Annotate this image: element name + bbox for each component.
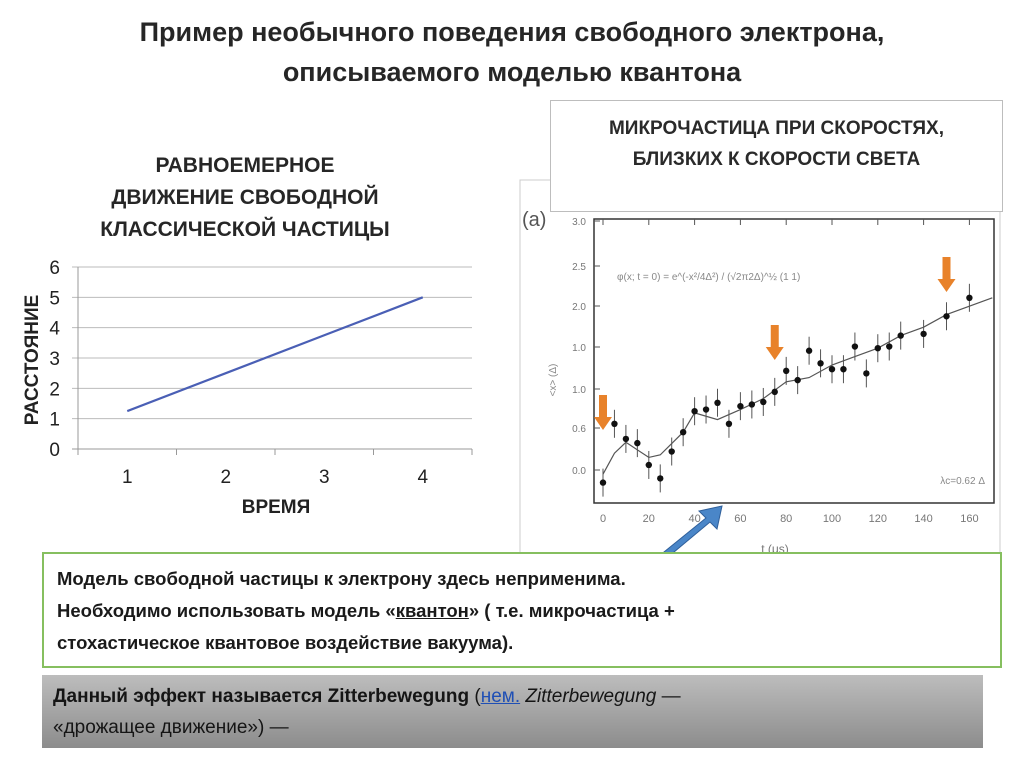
distance-time-chart: 0 1 2 3 4 5 6 1 2 3 4 ВРЕМЯ РАССТОЯНИЕ (22, 258, 473, 518)
title-line: Пример необычного поведения свободного э… (139, 17, 885, 47)
data-point (805, 347, 813, 354)
conclusion-line: Необходимо использовать модель «квантон»… (57, 595, 1000, 627)
conclusion-box: Модель свободной частицы к электрону зде… (42, 552, 1002, 668)
quanton-term: квантон (395, 600, 469, 621)
y-tick-label: 0 (49, 440, 60, 461)
data-point (943, 313, 950, 320)
data-point (897, 332, 904, 339)
y-tick-label: 0.6 (572, 424, 586, 435)
conclusion-line: Модель свободной частицы к электрону зде… (57, 568, 626, 589)
data-point (840, 366, 847, 373)
y-tick-label: 1 (49, 410, 60, 431)
y-axis-label: <x> (Δ) (548, 364, 559, 397)
chart-title-line: КЛАССИЧЕСКОЙ ЧАСТИЦЫ (100, 218, 390, 241)
data-point (760, 398, 767, 406)
data-point (863, 370, 870, 377)
data-point (920, 330, 927, 338)
data-point (817, 360, 824, 367)
series-line (126, 296, 424, 413)
data-point (737, 402, 744, 410)
data-point (599, 479, 607, 486)
x-tick-label: 140 (914, 513, 932, 525)
x-tick-label: 120 (869, 513, 887, 525)
data-point (748, 401, 756, 408)
data-point (851, 343, 859, 350)
data-point (794, 376, 801, 384)
y-tick-label: 3 (49, 349, 60, 370)
german-link[interactable]: нем. (480, 686, 521, 707)
y-tick-label: 2 (49, 379, 60, 400)
translation: «дрожащее движение») — (53, 717, 289, 738)
chart-title-line: ДВИЖЕНИЕ СВОБОДНОЙ (111, 186, 379, 209)
down-arrow-icon (937, 257, 956, 292)
x-tick-label: 4 (417, 467, 428, 488)
x-tick-label: 1 (122, 467, 133, 488)
y-tick-label: 2.5 (572, 262, 586, 273)
data-point (771, 388, 778, 396)
caption-line: БЛИЗКИХ К СКОРОСТИ СВЕТА (632, 149, 921, 170)
data-point (691, 408, 698, 415)
conclusion-line: стохастическое квантовое воздействие вак… (57, 632, 514, 653)
effect-note-box: Данный эффект называется Zitterbewegung … (42, 675, 983, 748)
y-tick-label: 1.0 (572, 343, 586, 354)
text: » ( т.е. микрочастица + (468, 600, 675, 621)
data-point (611, 420, 618, 427)
x-tick-label: 80 (780, 513, 792, 525)
y-tick-label: 5 (49, 288, 60, 309)
annotation: λc=0.62 Δ (940, 476, 985, 487)
text: Необходимо использовать модель « (57, 600, 396, 621)
pointer-arrow-icon (663, 505, 723, 558)
plot-frame (593, 218, 995, 504)
data-point (657, 475, 664, 482)
data-point (679, 429, 687, 436)
x-tick-label: 160 (960, 513, 978, 525)
data-point (783, 367, 790, 375)
down-arrow-icon (594, 395, 612, 430)
data-point (966, 294, 973, 301)
x-tick-label: 20 (643, 513, 655, 525)
figure-frame (519, 179, 1001, 556)
caption-line: МИКРОЧАСТИЦА ПРИ СКОРОСТЯХ, (608, 118, 945, 139)
text: — (656, 686, 681, 707)
y-tick-label: 3.0 (572, 217, 586, 228)
relativistic-caption-box: МИКРОЧАСТИЦА ПРИ СКОРОСТЯХ, БЛИЗКИХ К СК… (550, 100, 1003, 212)
y-tick-label: 4 (49, 319, 60, 340)
x-tick-label: 0 (600, 513, 606, 525)
chart-title-line: РАВНОЕМЕРНОЕ (155, 154, 335, 177)
data-point (714, 399, 721, 406)
y-tick-label: 2.0 (572, 302, 586, 313)
text: ( (469, 686, 481, 707)
formula: φ(x; t = 0) = e^(-x²/4Δ²) / (√2π2Δ)^½ (1… (617, 271, 800, 283)
chart-title: РАВНОЕМЕРНОЕ ДВИЖЕНИЕ СВОБОДНОЙ КЛАССИЧЕ… (40, 150, 450, 246)
data-point (828, 366, 836, 373)
panel-label: (a) (522, 209, 546, 231)
data-point (874, 345, 881, 352)
data-point (634, 439, 641, 447)
title-line: описываемого моделью квантона (282, 57, 742, 87)
y-tick-label: 6 (49, 258, 60, 279)
x-tick-label: 60 (734, 513, 746, 525)
data-point (668, 448, 675, 455)
x-tick-label: 3 (319, 467, 330, 488)
x-axis-label: ВРЕМЯ (242, 497, 311, 518)
data-point (622, 435, 630, 443)
german-term: Zitterbewegung (520, 686, 657, 707)
slide-title: Пример необычного поведения свободного э… (0, 12, 1024, 92)
x-tick-label: 40 (688, 513, 700, 525)
y-tick-label: 0.0 (572, 466, 586, 477)
y-tick-label: 1.0 (572, 385, 586, 396)
data-point (725, 420, 733, 427)
data-point (886, 343, 893, 350)
data-point (645, 461, 652, 469)
y-axis-label: РАССТОЯНИЕ (22, 295, 43, 426)
down-arrow-icon (765, 325, 784, 360)
x-tick-label: 2 (220, 467, 231, 488)
data-point (702, 406, 710, 413)
x-tick-label: 100 (823, 513, 841, 525)
effect-name: Данный эффект называется Zitterbewegung (53, 686, 470, 707)
